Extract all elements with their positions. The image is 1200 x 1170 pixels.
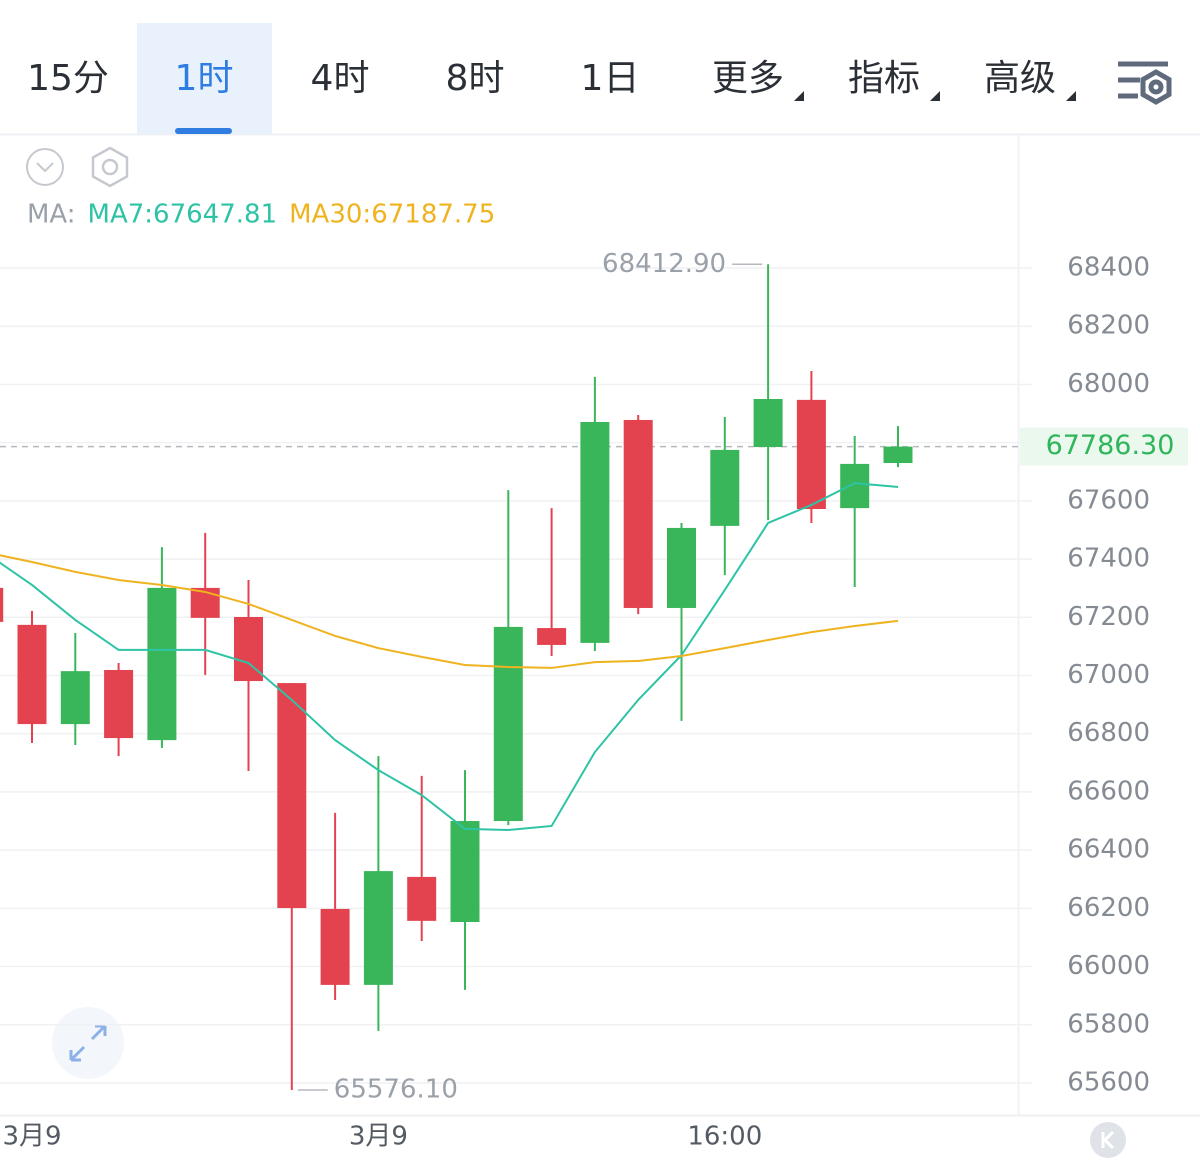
- y-tick-label: 67600: [1067, 485, 1150, 515]
- y-tick-label: 66800: [1067, 718, 1150, 748]
- candle-body: [363, 871, 393, 985]
- annotation: 65576.10: [334, 1074, 458, 1104]
- candle-body: [147, 587, 177, 741]
- dropdown-arrow: [1066, 91, 1076, 101]
- y-tick-label: 65800: [1067, 1009, 1150, 1039]
- collapse-icon[interactable]: [26, 148, 64, 186]
- y-tick-label: 67000: [1067, 660, 1150, 690]
- candle-body: [0, 587, 4, 622]
- tab[interactable]: 高级: [984, 58, 1056, 99]
- candle-body: [883, 446, 913, 464]
- dropdown-arrow: [794, 91, 804, 101]
- y-tick-label: 68400: [1067, 253, 1150, 283]
- y-tick-label: 66200: [1067, 893, 1150, 923]
- candle-body: [320, 908, 350, 985]
- k-button[interactable]: [1090, 1122, 1126, 1158]
- last-price-label: 67786.30: [1046, 430, 1175, 461]
- candle-body: [60, 671, 90, 725]
- candle-body: [623, 419, 653, 608]
- candle-body: [104, 669, 134, 739]
- y-tick-label: 66000: [1067, 951, 1150, 981]
- tab[interactable]: 指标: [848, 58, 920, 99]
- x-tick-label: 16:00: [687, 1122, 762, 1152]
- y-tick-label: 66600: [1067, 776, 1150, 806]
- candle-body: [537, 628, 567, 645]
- settings-icon[interactable]: [1118, 61, 1172, 105]
- tab[interactable]: 8时: [446, 58, 505, 99]
- tab[interactable]: 1日: [581, 58, 640, 99]
- y-tick-label: 68200: [1067, 311, 1150, 341]
- candle-body: [493, 626, 523, 822]
- y-tick-label: 67400: [1067, 544, 1150, 574]
- ma-line: [0, 554, 899, 669]
- y-tick-label: 67200: [1067, 602, 1150, 632]
- expand-button[interactable]: [52, 1007, 124, 1079]
- x-tick-label: 3月9: [2, 1122, 61, 1152]
- indicator-settings-icon[interactable]: [91, 146, 129, 188]
- tab[interactable]: 4时: [311, 58, 370, 99]
- tab-selected-bg: [137, 23, 272, 134]
- candle-body: [407, 876, 437, 921]
- candle-body: [796, 399, 826, 510]
- candle-body: [710, 449, 740, 526]
- legend-prefix: MA:: [27, 200, 76, 230]
- annotation: 68412.90: [602, 249, 726, 279]
- candle-body: [17, 624, 47, 725]
- x-tick-label: 3月9: [349, 1122, 408, 1152]
- dropdown-arrow: [930, 91, 940, 101]
- candle-body: [580, 421, 610, 643]
- tab[interactable]: 1时: [175, 58, 234, 99]
- y-tick-label: 65600: [1067, 1067, 1150, 1097]
- candle-body: [753, 398, 783, 448]
- tab[interactable]: 15分: [27, 58, 109, 99]
- ma-line: [0, 482, 899, 832]
- candle-body: [450, 821, 480, 923]
- candle-body: [840, 463, 870, 509]
- candle-body: [667, 527, 696, 608]
- tab[interactable]: 更多: [712, 58, 784, 99]
- y-tick-label: 68000: [1067, 369, 1150, 399]
- y-tick-label: 66400: [1067, 835, 1150, 865]
- last-price-badge: [1020, 427, 1188, 466]
- tab-underline: [175, 128, 232, 134]
- legend-entry: MA7:67647.81: [88, 200, 278, 230]
- candle-body: [277, 683, 307, 909]
- legend-entry: MA30:67187.75: [289, 200, 495, 230]
